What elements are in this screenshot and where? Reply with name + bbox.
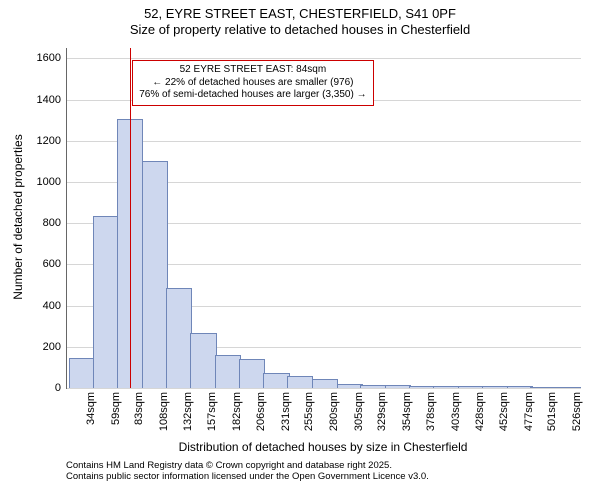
xtick-label: 182sqm [231, 392, 243, 431]
histogram-bar [482, 386, 508, 388]
ytick-label: 800 [43, 217, 61, 229]
xtick-label: 132sqm [182, 392, 194, 431]
ytick-label: 1400 [37, 94, 61, 106]
annotation-line: 52 EYRE STREET EAST: 84sqm [139, 64, 366, 77]
annotation-line: ← 22% of detached houses are smaller (97… [139, 77, 366, 90]
ytick-label: 1600 [37, 52, 61, 64]
xtick-label: 477sqm [523, 392, 535, 431]
histogram-bar [215, 355, 241, 388]
xtick-label: 378sqm [425, 392, 437, 431]
xtick-label: 428sqm [474, 392, 486, 431]
xtick-label: 108sqm [158, 392, 170, 431]
histogram-bar [507, 386, 533, 388]
histogram-bar [287, 376, 313, 388]
xtick-label: 231sqm [280, 392, 292, 431]
xtick-label: 83sqm [133, 392, 145, 425]
title-block: 52, EYRE STREET EAST, CHESTERFIELD, S41 … [0, 0, 600, 39]
histogram-bar [360, 385, 386, 388]
ytick-label: 400 [43, 300, 61, 312]
histogram-bar [337, 384, 363, 388]
xtick-label: 452sqm [498, 392, 510, 431]
ytick-label: 1000 [37, 176, 61, 188]
gridline [67, 388, 581, 389]
histogram-bar [142, 161, 168, 388]
histogram-bar [69, 358, 95, 388]
gridline [67, 58, 581, 59]
y-axis-label: Number of detached properties [11, 47, 25, 387]
footer-line1: Contains HM Land Registry data © Crown c… [66, 460, 429, 471]
footer: Contains HM Land Registry data © Crown c… [66, 460, 429, 483]
xtick-label: 206sqm [255, 392, 267, 431]
histogram-bar [190, 333, 216, 388]
xtick-label: 280sqm [328, 392, 340, 431]
ytick-label: 600 [43, 258, 61, 270]
x-axis-label: Distribution of detached houses by size … [66, 440, 580, 454]
annotation-box: 52 EYRE STREET EAST: 84sqm← 22% of detac… [132, 60, 373, 106]
gridline [67, 141, 581, 142]
title-line1: 52, EYRE STREET EAST, CHESTERFIELD, S41 … [0, 6, 600, 22]
xtick-label: 34sqm [85, 392, 97, 425]
xtick-label: 157sqm [206, 392, 218, 431]
xtick-label: 59sqm [110, 392, 122, 425]
xtick-label: 305sqm [353, 392, 365, 431]
histogram-bar [385, 385, 411, 388]
histogram-bar [263, 373, 289, 388]
xtick-label: 354sqm [401, 392, 413, 431]
histogram-bar [458, 386, 484, 388]
annotation-line: 76% of semi-detached houses are larger (… [139, 89, 366, 102]
histogram-bar [93, 216, 119, 388]
histogram-bar [409, 386, 435, 388]
xtick-label: 501sqm [546, 392, 558, 431]
reference-line [130, 48, 131, 388]
ytick-label: 200 [43, 341, 61, 353]
histogram-bar [239, 359, 265, 388]
xtick-label: 329sqm [376, 392, 388, 431]
histogram-bar [530, 387, 556, 388]
xtick-label: 403sqm [450, 392, 462, 431]
histogram-bar [166, 288, 192, 388]
ytick-label: 1200 [37, 135, 61, 147]
chart-container: 52, EYRE STREET EAST, CHESTERFIELD, S41 … [0, 0, 600, 500]
histogram-bar [312, 379, 338, 388]
xtick-label: 255sqm [303, 392, 315, 431]
title-line2: Size of property relative to detached ho… [0, 22, 600, 38]
histogram-bar [555, 387, 581, 388]
plot-area: 0200400600800100012001400160034sqm59sqm8… [66, 48, 581, 389]
footer-line2: Contains public sector information licen… [66, 471, 429, 482]
histogram-bar [433, 386, 459, 388]
xtick-label: 526sqm [571, 392, 583, 431]
ytick-label: 0 [55, 382, 61, 394]
